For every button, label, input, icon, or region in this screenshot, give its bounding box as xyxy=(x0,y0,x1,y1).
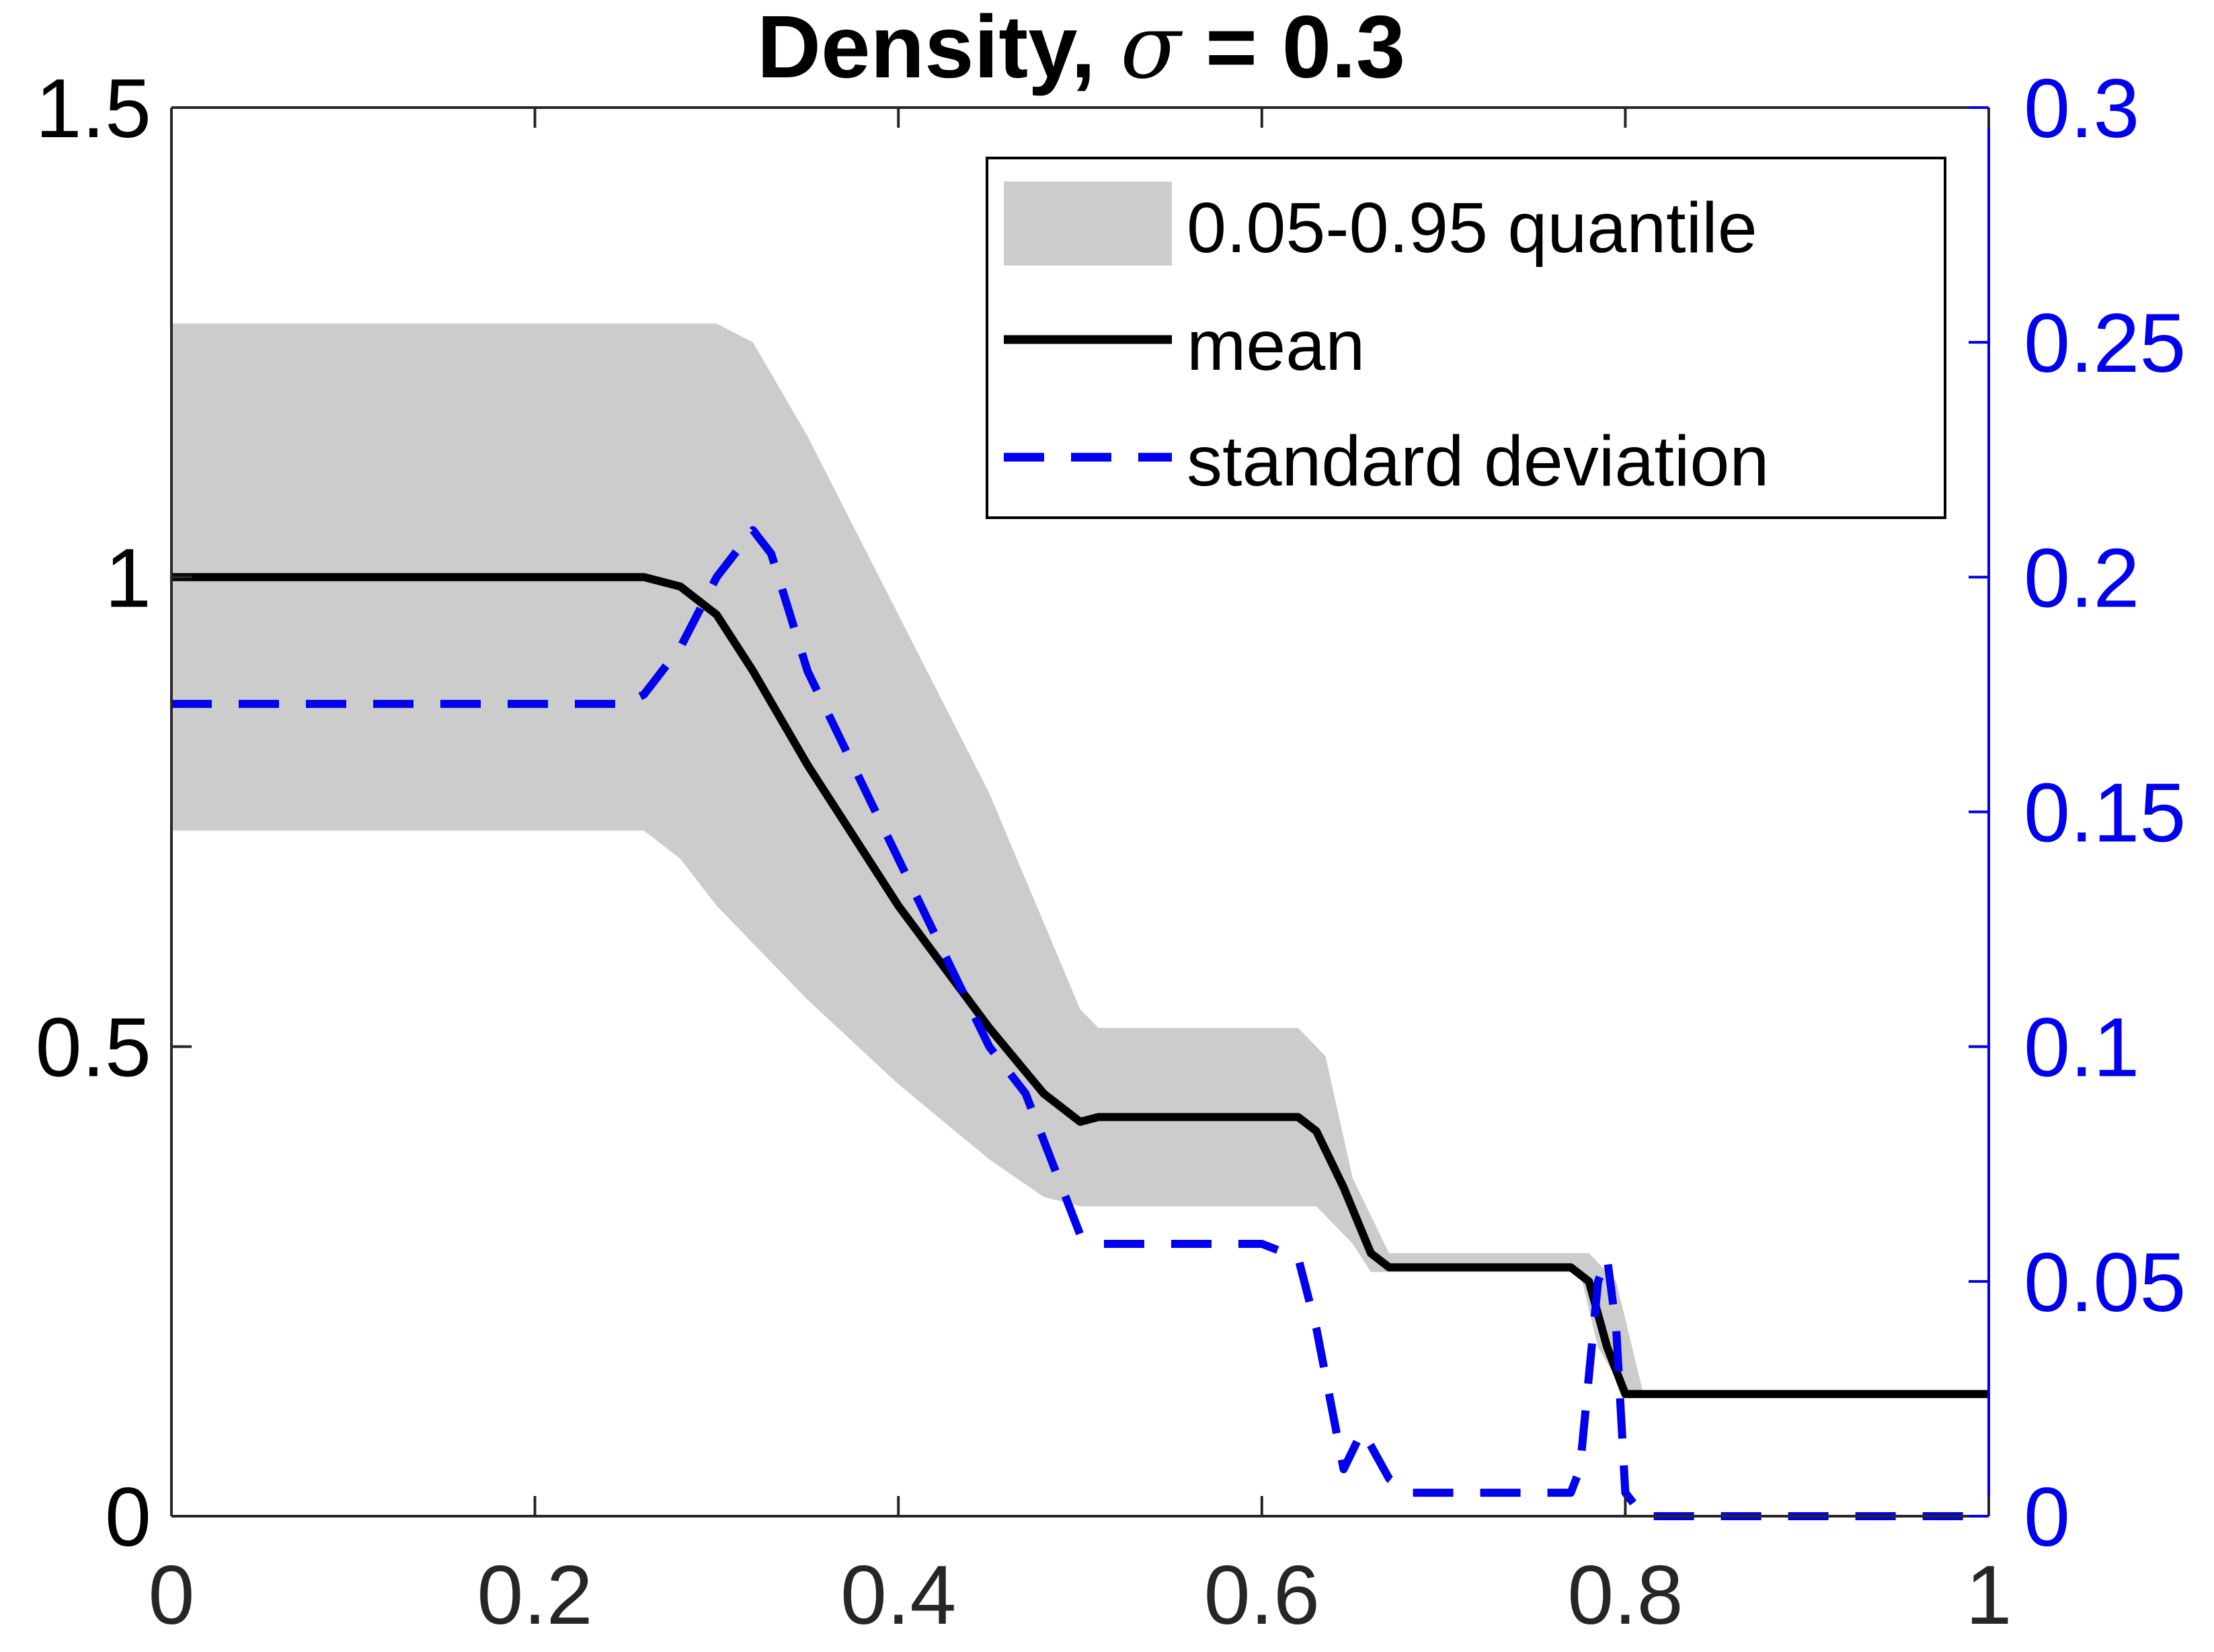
quantile-band xyxy=(171,323,1989,1394)
plot-area xyxy=(171,323,1989,1520)
y-right-tick-label: 0.2 xyxy=(2024,532,2139,625)
x-tick-label: 0 xyxy=(149,1549,195,1642)
y-right-tick-label: 0.05 xyxy=(2024,1236,2186,1329)
legend-band-swatch xyxy=(1004,182,1172,266)
legend-label-std: standard deviation xyxy=(1187,422,1769,501)
y-left-tick-label: 0.5 xyxy=(36,1002,151,1095)
std-line xyxy=(171,526,1989,1520)
legend: 0.05-0.95 quantile mean standard deviati… xyxy=(986,157,1946,519)
y-right-tick-label: 0.1 xyxy=(2024,1002,2139,1095)
x-tick-label: 1 xyxy=(1966,1549,2012,1642)
y-right-tick-label: 0 xyxy=(2024,1471,2070,1564)
axes: 0 0.2 0.4 0.6 0.8 100.511.500.050.10.150.20.2… xyxy=(36,63,2186,1642)
x-tick-label: 0.2 xyxy=(477,1549,592,1642)
chart-title: Density, σ = 0.3 xyxy=(757,0,1405,99)
y-left-tick-label: 1.5 xyxy=(36,63,151,155)
y-left-tick-label: 1 xyxy=(105,532,151,625)
y-right-tick-label: 0.3 xyxy=(2024,63,2139,155)
x-tick-label: 0.8 xyxy=(1567,1549,1683,1642)
y-right-tick-label: 0.25 xyxy=(2024,297,2186,390)
legend-label-quantile: 0.05-0.95 quantile xyxy=(1187,188,1757,268)
y-right-tick-label: 0.15 xyxy=(2024,767,2186,860)
legend-label-mean: mean xyxy=(1187,306,1365,385)
y-left-tick-label: 0 xyxy=(105,1471,151,1564)
x-tick-label: 0.4 xyxy=(840,1549,956,1642)
x-tick-label: 0.6 xyxy=(1204,1549,1320,1642)
